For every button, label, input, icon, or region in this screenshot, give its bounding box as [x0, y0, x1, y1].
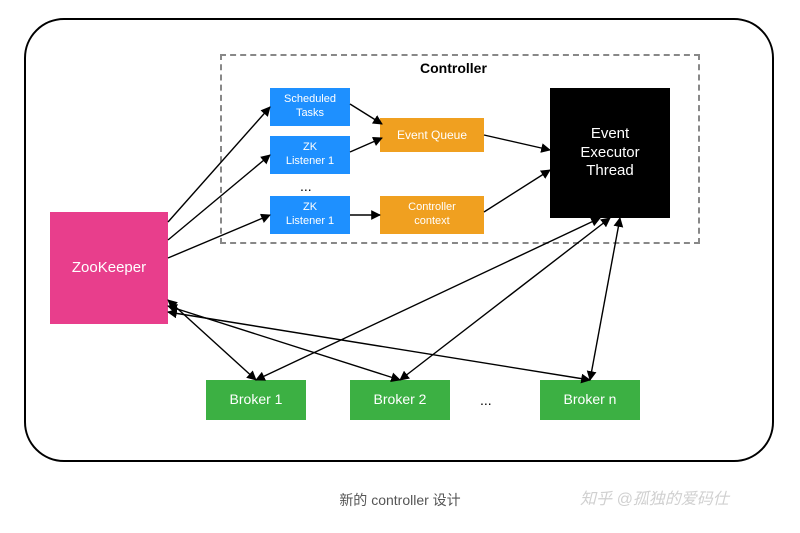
- watermark: 知乎 @孤独的爱码仕: [580, 485, 729, 509]
- node-broker-2: Broker 2: [350, 380, 450, 420]
- brokern-label: Broker n: [564, 391, 617, 409]
- broker1-label: Broker 1: [230, 391, 283, 409]
- node-event-queue: Event Queue: [380, 118, 484, 152]
- node-event-executor-thread: Event Executor Thread: [550, 88, 670, 218]
- ellipsis-zk: ...: [300, 178, 312, 194]
- scheduled-label: Scheduled Tasks: [284, 93, 336, 121]
- node-scheduled-tasks: Scheduled Tasks: [270, 88, 350, 126]
- zk1-label: ZK Listener 1: [286, 141, 334, 169]
- zk2-label: ZK Listener 1: [286, 201, 334, 229]
- node-zk-listener-2: ZK Listener 1: [270, 196, 350, 234]
- node-broker-n: Broker n: [540, 380, 640, 420]
- zookeeper-label: ZooKeeper: [72, 259, 146, 278]
- node-zookeeper: ZooKeeper: [50, 212, 168, 324]
- broker2-label: Broker 2: [374, 391, 427, 409]
- ctrlcontext-label: Controller context: [408, 201, 456, 229]
- node-broker-1: Broker 1: [206, 380, 306, 420]
- executor-label: Event Executor Thread: [580, 125, 639, 181]
- eventqueue-label: Event Queue: [397, 128, 467, 143]
- ellipsis-brokers: ...: [480, 392, 492, 408]
- node-zk-listener-1: ZK Listener 1: [270, 136, 350, 174]
- controller-title: Controller: [420, 60, 487, 76]
- node-controller-context: Controller context: [380, 196, 484, 234]
